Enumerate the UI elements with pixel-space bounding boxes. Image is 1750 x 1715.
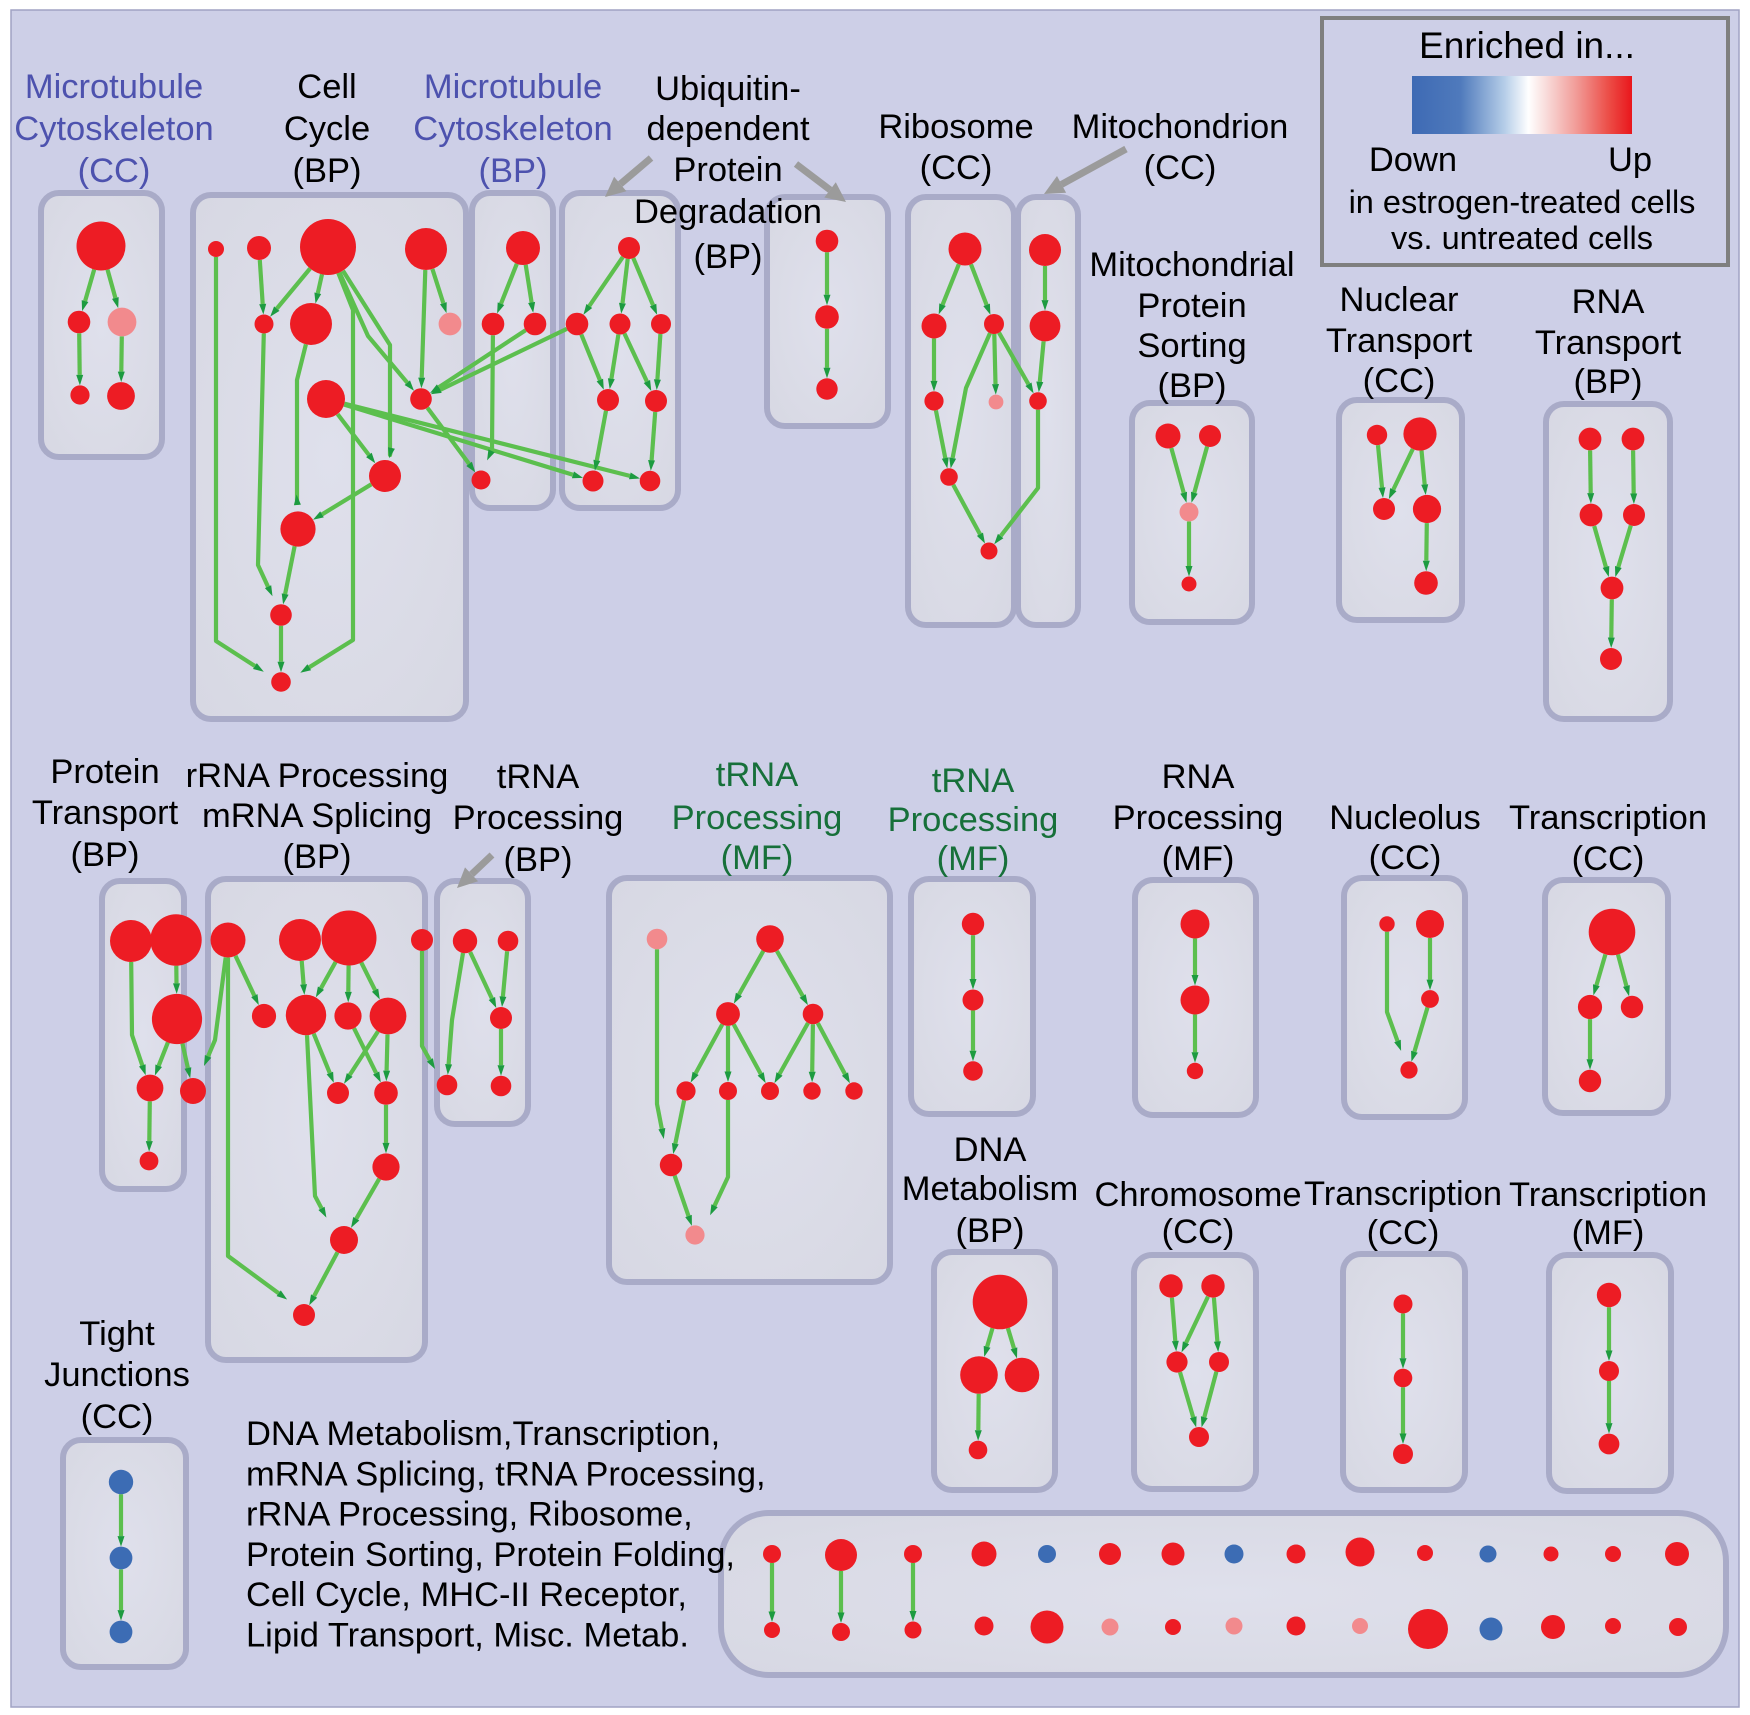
svg-text:Junctions: Junctions xyxy=(44,1356,190,1394)
svg-text:Mitochondrion: Mitochondrion xyxy=(1072,108,1289,146)
svg-text:in estrogen-treated cells: in estrogen-treated cells xyxy=(1349,184,1696,220)
svg-text:(BP): (BP) xyxy=(479,152,548,190)
svg-text:Degradation: Degradation xyxy=(634,193,822,231)
svg-text:Nuclear: Nuclear xyxy=(1340,281,1459,319)
svg-text:(CC): (CC) xyxy=(1162,1213,1235,1251)
svg-text:Cytoskeleton: Cytoskeleton xyxy=(14,110,213,148)
svg-text:RNA: RNA xyxy=(1572,283,1645,321)
svg-text:(CC): (CC) xyxy=(920,149,993,187)
svg-text:(BP): (BP) xyxy=(1574,363,1643,401)
svg-text:(CC): (CC) xyxy=(1369,839,1442,877)
svg-text:Ribosome: Ribosome xyxy=(878,108,1033,146)
svg-text:Transcription: Transcription xyxy=(1304,1175,1502,1213)
svg-text:(CC): (CC) xyxy=(81,1398,154,1436)
svg-text:Cell: Cell xyxy=(297,68,356,106)
svg-text:(BP): (BP) xyxy=(71,836,140,874)
svg-text:Down: Down xyxy=(1369,141,1457,179)
svg-text:tRNA: tRNA xyxy=(497,758,579,796)
svg-text:Processing: Processing xyxy=(888,801,1059,839)
svg-text:rRNA Processing, Ribosome,: rRNA Processing, Ribosome, xyxy=(246,1496,693,1534)
svg-text:mRNA Splicing, tRNA Processing: mRNA Splicing, tRNA Processing, xyxy=(246,1455,766,1493)
svg-text:Lipid Transport, Misc. Metab.: Lipid Transport, Misc. Metab. xyxy=(246,1617,689,1655)
svg-text:Cell Cycle, MHC-II Receptor,: Cell Cycle, MHC-II Receptor, xyxy=(246,1576,687,1614)
svg-text:Cytoskeleton: Cytoskeleton xyxy=(413,110,612,148)
svg-text:Transport: Transport xyxy=(1535,324,1682,362)
svg-text:(CC): (CC) xyxy=(78,152,151,190)
svg-text:Cycle: Cycle xyxy=(284,110,370,148)
svg-text:(BP): (BP) xyxy=(283,838,352,876)
svg-text:(CC): (CC) xyxy=(1363,362,1436,400)
svg-text:Transcription: Transcription xyxy=(1509,1176,1707,1214)
svg-text:Up: Up xyxy=(1608,141,1652,179)
svg-text:Processing: Processing xyxy=(1113,799,1284,837)
svg-text:RNA: RNA xyxy=(1162,758,1235,796)
svg-text:(BP): (BP) xyxy=(293,152,362,190)
svg-text:Metabolism: Metabolism xyxy=(902,1170,1078,1208)
svg-text:DNA: DNA xyxy=(954,1131,1027,1169)
svg-text:rRNA Processing: rRNA Processing xyxy=(186,757,449,795)
svg-text:(MF): (MF) xyxy=(937,840,1010,878)
svg-text:Protein: Protein xyxy=(673,151,782,189)
svg-text:Transport: Transport xyxy=(1326,322,1473,360)
svg-text:Ubiquitin-: Ubiquitin- xyxy=(655,70,801,108)
svg-text:DNA Metabolism,Transcription,: DNA Metabolism,Transcription, xyxy=(246,1415,720,1453)
svg-text:(MF): (MF) xyxy=(1162,840,1235,878)
svg-text:(MF): (MF) xyxy=(721,839,794,877)
svg-text:Protein: Protein xyxy=(1137,287,1246,325)
svg-text:(CC): (CC) xyxy=(1367,1214,1440,1252)
svg-text:mRNA Splicing: mRNA Splicing xyxy=(202,797,432,835)
svg-text:Processing: Processing xyxy=(672,799,843,837)
svg-text:Nucleolus: Nucleolus xyxy=(1329,799,1481,837)
svg-text:dependent: dependent xyxy=(646,110,809,148)
svg-text:Protein Sorting, Protein Foldi: Protein Sorting, Protein Folding, xyxy=(246,1536,735,1574)
svg-text:Protein: Protein xyxy=(50,753,159,791)
svg-text:Mitochondrial: Mitochondrial xyxy=(1089,246,1294,284)
svg-text:tRNA: tRNA xyxy=(932,762,1014,800)
svg-text:Tight: Tight xyxy=(79,1315,155,1353)
svg-text:Microtubule: Microtubule xyxy=(424,68,602,106)
svg-text:Chromosome: Chromosome xyxy=(1094,1176,1301,1214)
svg-text:(BP): (BP) xyxy=(1158,367,1227,405)
svg-text:Transport: Transport xyxy=(32,794,179,832)
svg-text:vs. untreated cells: vs. untreated cells xyxy=(1391,220,1653,256)
svg-text:Enriched in...: Enriched in... xyxy=(1419,25,1635,66)
svg-text:Sorting: Sorting xyxy=(1137,327,1246,365)
svg-text:tRNA: tRNA xyxy=(716,756,798,794)
svg-text:Transcription: Transcription xyxy=(1509,799,1707,837)
svg-text:(BP): (BP) xyxy=(694,238,763,276)
svg-text:(MF): (MF) xyxy=(1572,1214,1645,1252)
svg-text:(BP): (BP) xyxy=(504,841,573,879)
svg-text:Processing: Processing xyxy=(453,799,624,837)
svg-text:(BP): (BP) xyxy=(956,1212,1025,1250)
svg-text:(CC): (CC) xyxy=(1572,840,1645,878)
svg-text:Microtubule: Microtubule xyxy=(25,68,203,106)
svg-text:(CC): (CC) xyxy=(1144,149,1217,187)
